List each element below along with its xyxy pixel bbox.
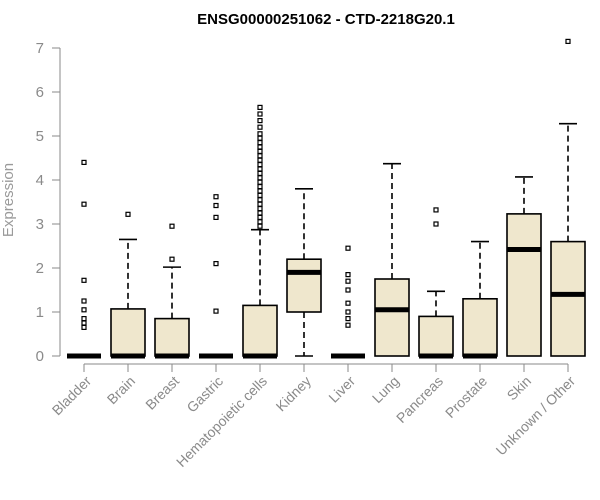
outlier-point [257,166,263,172]
x-tick-label: Unknown / Other [493,373,579,459]
outlier-point [213,308,219,314]
outlier-point [345,309,351,315]
y-axis-label: Expression [0,163,17,237]
box-rect [462,297,498,357]
x-tick-label: Gastric [183,373,226,416]
box-brain [110,211,146,359]
box-rect [374,278,410,357]
box-hematopoietic-cells [242,104,278,359]
outlier-point [81,307,87,313]
box-kidney [286,188,322,357]
outlier-point [213,261,219,267]
outlier-point [257,175,263,181]
outlier-point [257,210,263,216]
outlier-point [257,148,263,154]
outlier-point [433,207,439,213]
outlier-point [81,316,87,322]
outlier-point [81,277,87,283]
outlier-point [257,188,263,194]
outlier-point [257,179,263,185]
x-tick-label: Prostate [442,373,490,421]
outlier-point [257,192,263,198]
outlier-point [81,201,87,207]
outlier-point [345,272,351,278]
x-tick-label: Kidney [273,373,315,415]
outlier-point [213,194,219,200]
box-prostate [462,240,498,359]
outlier-point [565,38,571,45]
box-rect [550,240,586,357]
box-breast [154,223,190,359]
outlier-point [257,124,263,130]
box-bladder [67,159,101,359]
y-tick-label: 0 [36,348,44,365]
box-rect [506,213,542,357]
outlier-point [257,117,263,124]
outlier-point [257,131,263,137]
outlier-point [257,135,263,141]
x-tick-label: Lung [369,373,402,406]
outlier-point [257,201,263,207]
y-tick-label: 7 [36,40,44,57]
outlier-point [213,214,219,220]
outlier-point [257,153,263,159]
outlier-point [257,184,263,190]
box-liver [331,245,365,359]
outlier-point [257,111,263,117]
x-tick-label: Liver [325,373,358,406]
outlier-point [345,322,351,328]
outlier-point [169,223,175,229]
outlier-point [81,298,87,304]
box-pancreas [418,207,454,359]
y-tick-label: 6 [36,84,44,101]
outlier-point [213,202,219,209]
outlier-point [169,256,175,262]
outlier-point [257,223,263,229]
box-rect [418,315,454,357]
outlier-point [257,157,263,163]
outlier-point [257,214,263,220]
box-rect [154,317,190,357]
y-tick-label: 3 [36,216,44,233]
box-gastric [199,194,233,359]
outlier-point [345,300,351,306]
plot-area [67,38,586,359]
y-tick-label: 1 [36,304,44,321]
x-tick-label: Pancreas [393,373,446,426]
y-axis: 0 1 2 3 4 5 6 7 [36,40,61,365]
outlier-point [125,211,131,217]
box-rect [110,308,146,357]
outlier-point [81,159,87,165]
chart-title: ENSG00000251062 - CTD-2218G20.1 [197,11,455,28]
outlier-point [257,197,263,203]
outlier-point [345,316,351,322]
outlier-point [345,287,351,293]
y-tick-label: 2 [36,260,44,277]
outlier-point [257,162,263,168]
outlier-point [345,245,351,251]
y-tick-label: 5 [36,128,44,145]
box-unknown-other [550,38,586,357]
outlier-point [81,324,87,330]
box-rect [242,304,278,357]
y-tick-label: 4 [36,172,44,189]
x-tick-label: Brain [104,373,138,407]
outlier-point [257,140,263,146]
box-lung [374,162,410,357]
outlier-point [257,170,263,176]
outlier-point [345,278,351,284]
box-rect [286,258,322,313]
outlier-point [81,320,87,326]
outlier-point [257,144,263,150]
x-tick-label: Bladder [49,373,95,419]
outlier-point [257,219,263,225]
x-tick-label: Skin [504,373,535,404]
x-tick-label: Breast [142,373,182,413]
outlier-point [433,221,439,227]
outlier-point [257,104,263,111]
box-skin [506,176,542,357]
outlier-point [257,206,263,212]
